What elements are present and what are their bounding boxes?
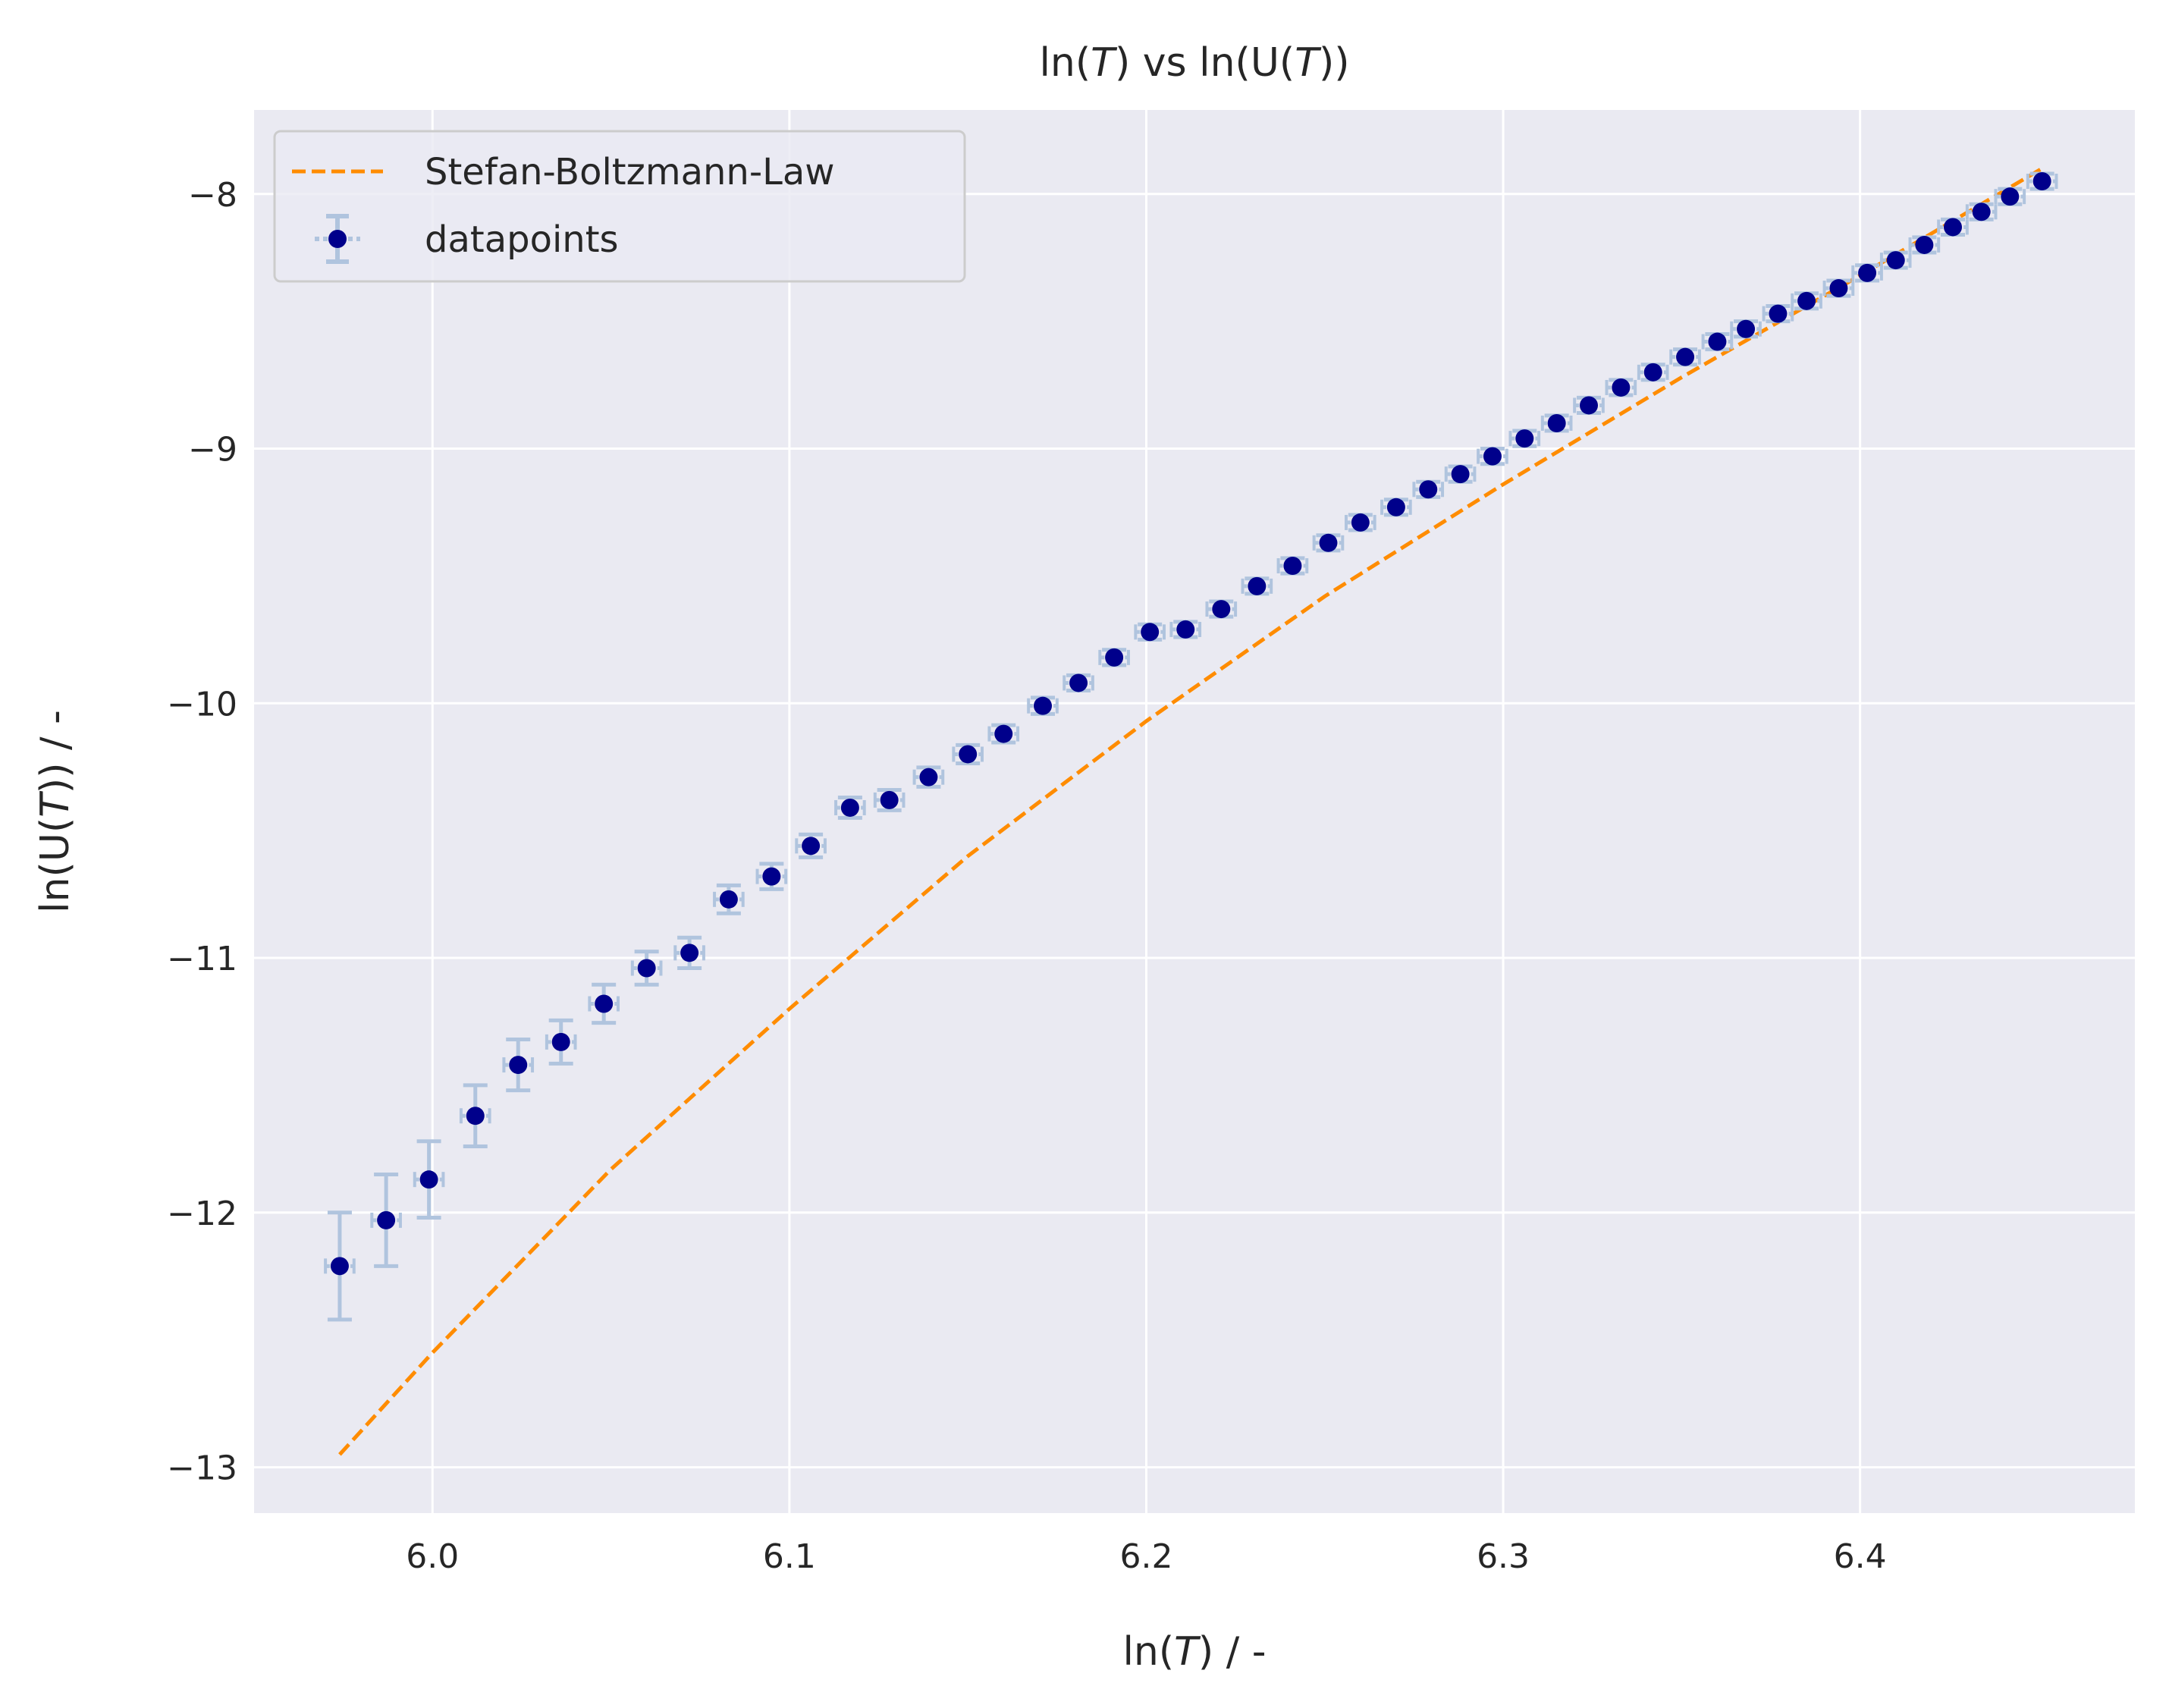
datapoint: [1605, 378, 1637, 397]
datapoints-series: [324, 171, 2058, 1322]
x-tick-label: 6.4: [1834, 1537, 1887, 1576]
datapoint: [1276, 556, 1309, 576]
legend-label-datapoints: datapoints: [425, 218, 619, 261]
y-tick-label: −10: [167, 685, 237, 724]
datapoint: [413, 1139, 445, 1220]
y-tick-label: −13: [167, 1449, 237, 1488]
datapoint: [1994, 187, 2026, 206]
datapoint: [1205, 599, 1238, 619]
x-tick-label: 6.0: [406, 1537, 459, 1576]
datapoint: [1937, 217, 1969, 237]
datapoint: [1637, 363, 1669, 382]
datapoint: [1669, 347, 1701, 367]
datapoint: [1540, 413, 1573, 433]
datapoint: [1444, 464, 1477, 484]
datapoint: [755, 862, 788, 891]
datapoint: [1477, 447, 1508, 466]
datapoint: [673, 935, 705, 970]
datapoint: [713, 883, 745, 915]
datapoint: [588, 982, 620, 1025]
datapoint: [370, 1172, 402, 1268]
datapoint: [1508, 429, 1541, 448]
stefan-boltzmann-line: [338, 167, 2043, 1456]
datapoint: [1908, 235, 1941, 255]
y-tick-label: −12: [167, 1195, 237, 1233]
datapoint: [952, 743, 984, 766]
x-tick-label: 6.1: [763, 1537, 816, 1576]
legend: Stefan-Boltzmann-Law datapoints: [273, 130, 966, 283]
stefan-boltzmann-series: [338, 167, 2043, 1456]
datapoint: [324, 1210, 356, 1322]
datapoint: [795, 832, 827, 859]
y-tick-label: −11: [167, 940, 237, 978]
datapoint: [1965, 202, 1998, 221]
datapoint: [2026, 171, 2058, 191]
datapoint: [1701, 331, 1734, 352]
datapoint: [1312, 533, 1345, 553]
datapoint: [1412, 479, 1445, 499]
datapoint: [1879, 250, 1912, 270]
y-axis-label: ln(U(T)) / -: [33, 710, 78, 913]
x-tick-label: 6.3: [1477, 1537, 1530, 1576]
datapoint: [1027, 695, 1059, 716]
datapoint: [1098, 648, 1130, 667]
datapoint: [1380, 498, 1412, 517]
legend-box: [273, 130, 966, 283]
datapoint: [630, 950, 663, 987]
datapoint: [912, 765, 945, 789]
legend-label-stefan-boltzmann: Stefan-Boltzmann-Law: [425, 151, 835, 193]
datapoint: [1573, 395, 1605, 416]
datapoint: [1762, 304, 1794, 324]
legend-marker-swatch: [315, 214, 360, 264]
y-tick-label: −9: [188, 431, 237, 469]
datapoint: [873, 787, 906, 812]
datapoint: [502, 1037, 535, 1093]
datapoint: [987, 723, 1020, 745]
datapoint: [834, 796, 866, 820]
datapoint: [545, 1018, 577, 1066]
chart-title: ln(T) vs ln(U(T)): [1039, 40, 1349, 86]
datapoint: [1791, 291, 1822, 311]
y-tick-label: −8: [188, 176, 237, 215]
datapoint: [459, 1083, 491, 1149]
datapoint: [1169, 620, 1202, 639]
x-tick-label: 6.2: [1119, 1537, 1172, 1576]
datapoint: [1345, 513, 1376, 532]
datapoint: [1730, 319, 1762, 339]
plot-area: [254, 110, 2135, 1513]
datapoint: [1822, 278, 1855, 298]
datapoint: [1851, 263, 1883, 283]
x-axis-ticks: 6.0 6.1 6.2 6.3 6.4: [406, 1537, 1886, 1576]
datapoint: [1241, 576, 1273, 596]
datapoint: [1063, 673, 1094, 693]
y-axis-ticks: −8 −9 −10 −11 −12 −13: [167, 176, 237, 1488]
x-axis-label: ln(T) / -: [1122, 1629, 1266, 1675]
datapoint: [1134, 622, 1166, 642]
